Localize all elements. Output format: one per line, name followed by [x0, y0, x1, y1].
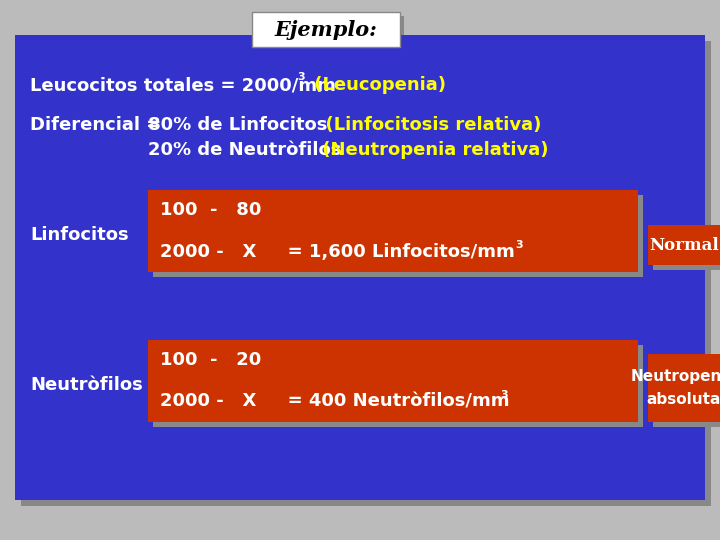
Text: Ejemplo:: Ejemplo: — [274, 19, 377, 39]
Text: Neutropenia: Neutropenia — [631, 368, 720, 383]
Text: 100  -   80: 100 - 80 — [160, 201, 261, 219]
Text: Neutròfilos: Neutròfilos — [30, 376, 143, 394]
FancyBboxPatch shape — [653, 230, 720, 270]
Text: 80% de Linfocitos: 80% de Linfocitos — [148, 116, 328, 134]
Text: 20% de Neutròfilos: 20% de Neutròfilos — [148, 141, 341, 159]
Text: Normal: Normal — [649, 237, 719, 253]
FancyBboxPatch shape — [148, 190, 638, 272]
Text: 2000 -   X     = 400 Neutròfilos/mm: 2000 - X = 400 Neutròfilos/mm — [160, 393, 510, 411]
Text: 3: 3 — [297, 72, 305, 82]
Text: Linfocitos: Linfocitos — [30, 226, 129, 244]
FancyBboxPatch shape — [648, 225, 720, 265]
Text: (Linfocitosis relativa): (Linfocitosis relativa) — [313, 116, 541, 134]
FancyBboxPatch shape — [21, 41, 711, 506]
Text: 3: 3 — [515, 240, 523, 250]
FancyBboxPatch shape — [648, 354, 720, 422]
Text: (Leucopenia): (Leucopenia) — [308, 76, 446, 94]
Text: 2000 -   X     = 1,600 Linfocitos/mm: 2000 - X = 1,600 Linfocitos/mm — [160, 243, 515, 261]
Text: 100  -   20: 100 - 20 — [160, 351, 261, 369]
FancyBboxPatch shape — [653, 359, 720, 427]
FancyBboxPatch shape — [256, 16, 404, 51]
FancyBboxPatch shape — [153, 195, 643, 277]
Text: 3: 3 — [500, 390, 508, 400]
FancyBboxPatch shape — [153, 345, 643, 427]
FancyBboxPatch shape — [15, 35, 705, 500]
FancyBboxPatch shape — [252, 12, 400, 47]
Text: Leucocitos totales = 2000/mm: Leucocitos totales = 2000/mm — [30, 76, 336, 94]
FancyBboxPatch shape — [148, 340, 638, 422]
Text: (Neutropenia relativa): (Neutropenia relativa) — [316, 141, 549, 159]
Text: absoluta: absoluta — [647, 393, 720, 408]
Text: Diferencial =: Diferencial = — [30, 116, 168, 134]
